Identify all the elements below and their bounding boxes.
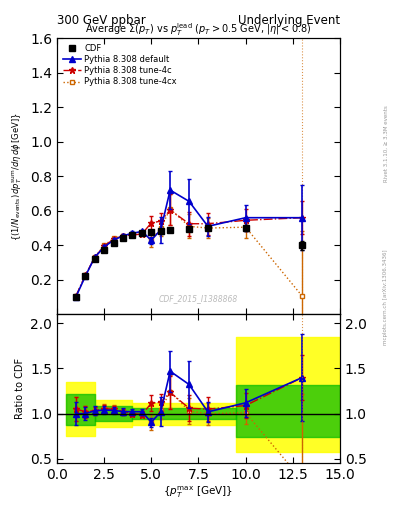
Text: Underlying Event: Underlying Event [238,14,340,27]
Legend: CDF, Pythia 8.308 default, Pythia 8.308 tune-4c, Pythia 8.308 tune-4cx: CDF, Pythia 8.308 default, Pythia 8.308 … [61,42,179,88]
Text: 300 GeV ppbar: 300 GeV ppbar [57,14,146,27]
Text: CDF_2015_I1388868: CDF_2015_I1388868 [159,294,238,303]
Text: Rivet 3.1.10, ≥ 3.3M events: Rivet 3.1.10, ≥ 3.3M events [384,105,388,182]
Y-axis label: Ratio to CDF: Ratio to CDF [15,358,25,419]
Y-axis label: $\{(1/N_\mathrm{events})\, dp_T^\mathrm{sum}/d\eta\, d\phi\, [\mathrm{GeV}]\}$: $\{(1/N_\mathrm{events})\, dp_T^\mathrm{… [11,112,24,241]
Text: mcplots.cern.ch [arXiv:1306.3436]: mcplots.cern.ch [arXiv:1306.3436] [384,249,388,345]
Title: Average $\Sigma(p_T)$ vs $p_T^\mathrm{lead}$ $(p_T > 0.5$ GeV, $|\eta| < 0.8)$: Average $\Sigma(p_T)$ vs $p_T^\mathrm{le… [85,22,312,38]
X-axis label: $\{p_T^\mathrm{max}$ [GeV]$\}$: $\{p_T^\mathrm{max}$ [GeV]$\}$ [163,485,233,500]
